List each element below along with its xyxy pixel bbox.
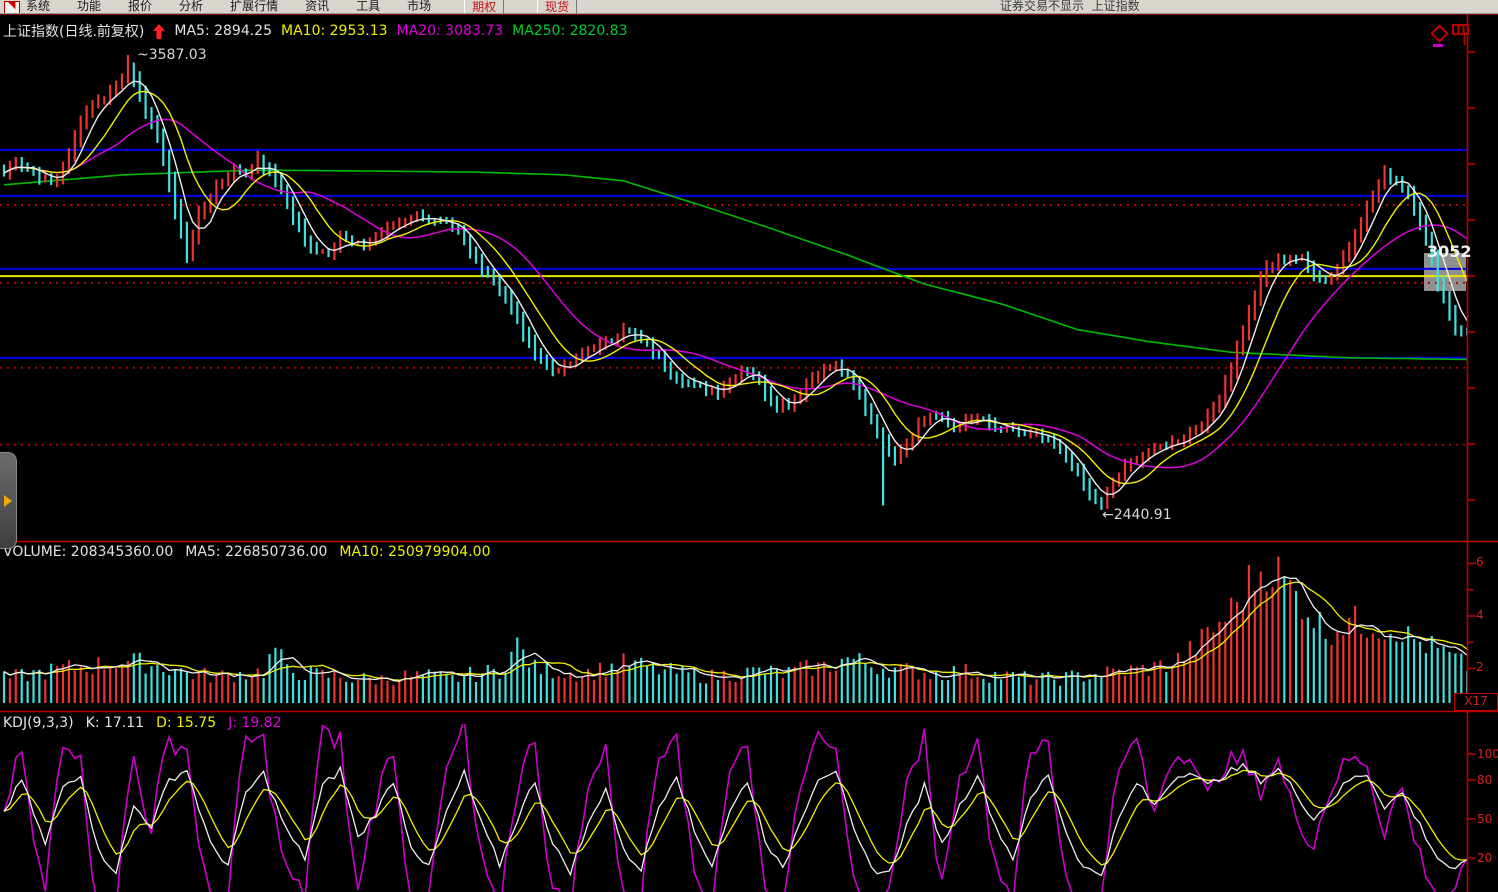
volume-value: VOLUME: 208345360.00 <box>3 544 174 560</box>
ma10-value: MA10: 2953.13 <box>281 23 388 39</box>
up-arrow-icon <box>153 23 166 39</box>
kdj-k-value: K: 17.11 <box>85 715 145 731</box>
menu-item-function[interactable]: 功能 <box>77 0 102 13</box>
ma20-value: MA20: 3083.73 <box>396 23 504 39</box>
ma5-value: MA5: 2894.25 <box>174 23 272 39</box>
kdj-j-value: J: 19.82 <box>228 715 282 731</box>
kdj-axis-80: 80 <box>1477 773 1493 787</box>
magenta-dash-icon <box>1433 44 1443 47</box>
volume-ma10-value: MA10: 250979904.00 <box>339 544 491 560</box>
menu-bar: ◥ 系统 功能 报价 分析 扩展行情 资讯 工具 市场 期权 现货 证券交易不显… <box>0 0 1498 14</box>
volume-axis-4: 4 <box>1476 608 1484 622</box>
menu-item-quotes[interactable]: 报价 <box>128 0 153 13</box>
low-price-label: ←2440.91 <box>1102 507 1172 523</box>
chart-title: 上证指数(日线.前复权) <box>3 24 145 40</box>
current-price-label: 3052 <box>1427 242 1472 261</box>
menu-item-extended[interactable]: 扩展行情 <box>230 0 279 13</box>
volume-ma5-value: MA5: 226850736.00 <box>185 544 328 560</box>
kdj-axis-50: 50 <box>1477 812 1493 826</box>
volume-scale-label: X17 <box>1454 693 1498 711</box>
app-logo-icon[interactable]: ◥ <box>4 1 20 13</box>
ma250-value: MA250: 2820.83 <box>512 23 628 39</box>
menu-button-options[interactable]: 期权 <box>464 0 505 13</box>
kdj-axis-20: 20 <box>1477 851 1493 865</box>
menu-item-tools[interactable]: 工具 <box>356 0 381 13</box>
menu-item-analysis[interactable]: 分析 <box>179 0 204 13</box>
sidebar-expander-handle[interactable] <box>0 452 17 549</box>
menu-status-text: 证券交易不显示 上证指数 <box>1000 0 1140 13</box>
menu-button-spot[interactable]: 现货 <box>537 0 578 13</box>
high-price-label: ~3587.03 <box>137 47 207 63</box>
kdj-name: KDJ(9,3,3) <box>3 715 74 731</box>
menu-item-system[interactable]: 系统 <box>26 0 51 13</box>
menu-item-market[interactable]: 市场 <box>407 0 432 13</box>
menu-item-news[interactable]: 资讯 <box>305 0 330 13</box>
kdj-d-value: D: 15.75 <box>156 715 217 731</box>
expand-right-icon <box>4 494 12 507</box>
volume-axis-6: 6 <box>1476 555 1484 569</box>
kdj-axis-100: 100 <box>1477 747 1498 761</box>
window-layout-icon[interactable] <box>1452 24 1472 50</box>
volume-axis-2: 2 <box>1476 660 1484 674</box>
